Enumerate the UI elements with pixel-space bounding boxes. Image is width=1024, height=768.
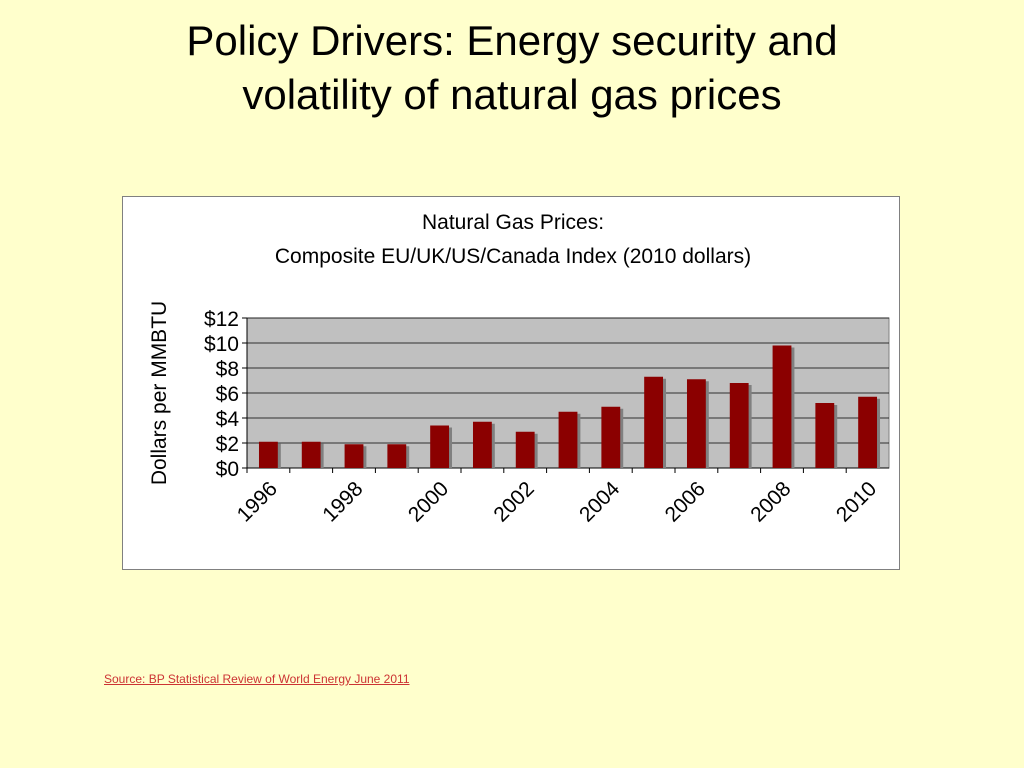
y-axis-label: Dollars per MMBTU [148,301,171,485]
bar [387,444,407,468]
y-tick-label: $8 [216,358,239,381]
y-tick-label: $6 [216,383,239,406]
bar [815,403,835,468]
bar [644,376,664,468]
chart-title-line-2: Composite EU/UK/US/Canada Index (2010 do… [275,245,751,268]
bar [686,379,706,468]
y-tick-label: $12 [204,308,239,331]
bar [515,431,535,468]
x-tick-label: 2000 [404,477,453,526]
chart-frame: Natural Gas Prices: Composite EU/UK/US/C… [122,196,900,570]
natural-gas-price-chart: Natural Gas Prices: Composite EU/UK/US/C… [148,211,890,527]
slide-title: Policy Drivers: Energy security and vola… [0,14,1024,122]
bar [772,345,792,468]
x-tick-label: 2002 [489,477,538,526]
x-tick-label: 2010 [832,477,881,526]
bar [858,396,878,468]
bar [301,441,321,468]
x-tick-label: 2006 [661,477,710,526]
bar [472,421,492,468]
bar [344,444,364,468]
bar [601,406,621,468]
bar [430,425,450,468]
y-tick-label: $2 [216,433,239,456]
y-tick-label: $10 [204,333,239,356]
y-tick-label: $4 [216,408,240,431]
source-link[interactable]: Source: BP Statistical Review of World E… [104,672,410,686]
bar [729,383,749,468]
slide-title-line-1: Policy Drivers: Energy security and [186,17,838,64]
x-tick-label: 2004 [575,477,625,527]
bar [558,411,578,468]
y-tick-label: $0 [216,458,239,481]
x-tick-label: 1996 [233,477,282,526]
slide-title-line-2: volatility of natural gas prices [242,71,782,118]
chart-title-line-1: Natural Gas Prices: [422,211,604,234]
x-tick-label: 1998 [318,477,367,526]
bar [258,441,278,468]
x-tick-label: 2008 [746,477,795,526]
